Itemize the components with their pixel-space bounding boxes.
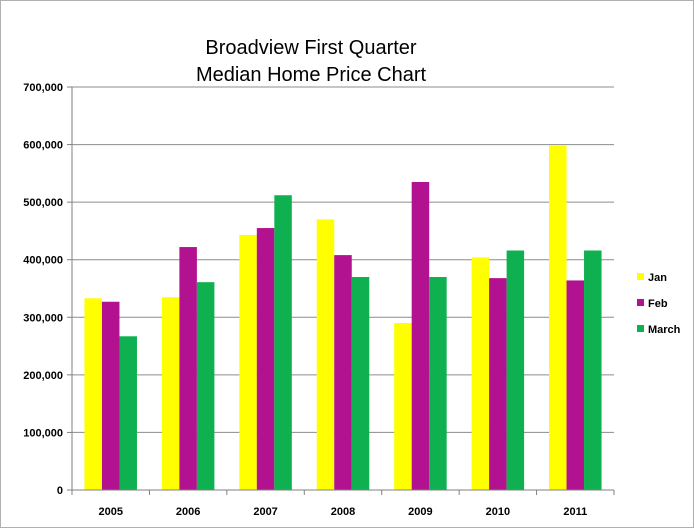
bar-jan-2008 [316, 219, 335, 490]
bars [84, 145, 602, 491]
x-axis-tick-label: 2005 [98, 506, 122, 518]
x-axis-tick-label: 2010 [486, 506, 510, 518]
y-axis-tick-label: 400,000 [23, 255, 63, 267]
legend: Jan Feb March [637, 272, 681, 336]
bar-feb-2005 [101, 301, 120, 490]
y-axis-tick-label: 300,000 [23, 312, 63, 324]
chart-title-line-2: Median Home Price Chart [196, 64, 427, 86]
chart-title: Broadview First Quarter Median Home Pric… [196, 37, 427, 86]
bar-feb-2006 [179, 247, 197, 490]
bar-feb-2007 [256, 228, 275, 491]
bar-feb-2010 [489, 278, 507, 490]
x-axis-tick-label: 2006 [176, 506, 200, 518]
bar-jan-2007 [239, 234, 257, 490]
legend-swatch-march [637, 325, 644, 332]
bar-march-2007 [274, 195, 292, 490]
bar-march-2005 [119, 336, 137, 490]
y-axis-tick-label: 600,000 [23, 140, 63, 152]
legend-label-march: March [648, 324, 681, 336]
bar-feb-2008 [334, 255, 352, 490]
bar-march-2010 [506, 250, 525, 490]
y-axis-tick-label: 100,000 [23, 427, 63, 439]
y-axis-tick-label: 500,000 [23, 197, 63, 209]
bar-jan-2010 [471, 257, 490, 490]
chart-title-line-1: Broadview First Quarter [205, 37, 417, 59]
legend-label-jan: Jan [648, 272, 667, 284]
bar-march-2009 [429, 276, 447, 490]
x-axis-tick-label: 2008 [331, 506, 355, 518]
y-axis-tick-label: 200,000 [23, 370, 63, 382]
y-axis-tick-labels: 0 100,000 200,000 300,000 400,000 500,000 600,… [23, 82, 63, 497]
x-axis-tick-labels: 2005 2006 2007 2008 2009 2010 2011 [98, 506, 587, 518]
bar-jan-2009 [394, 323, 412, 490]
x-axis-tick-label: 2007 [253, 506, 277, 518]
bar-feb-2009 [411, 181, 430, 490]
x-axis-tick-label: 2011 [563, 506, 587, 518]
x-axis-tick-label: 2009 [408, 506, 432, 518]
bar-jan-2011 [549, 145, 567, 491]
bar-march-2011 [584, 250, 602, 490]
bar-jan-2006 [161, 297, 180, 490]
legend-swatch-feb [637, 299, 644, 306]
y-axis-tick-label: 0 [57, 485, 63, 497]
axes [67, 86, 615, 495]
bar-march-2006 [196, 282, 215, 490]
bar-march-2008 [351, 276, 370, 490]
legend-label-feb: Feb [648, 298, 668, 310]
bar-jan-2005 [84, 298, 102, 490]
bar-feb-2011 [566, 280, 585, 490]
y-axis-tick-label: 700,000 [23, 82, 63, 94]
legend-swatch-jan [637, 273, 644, 280]
